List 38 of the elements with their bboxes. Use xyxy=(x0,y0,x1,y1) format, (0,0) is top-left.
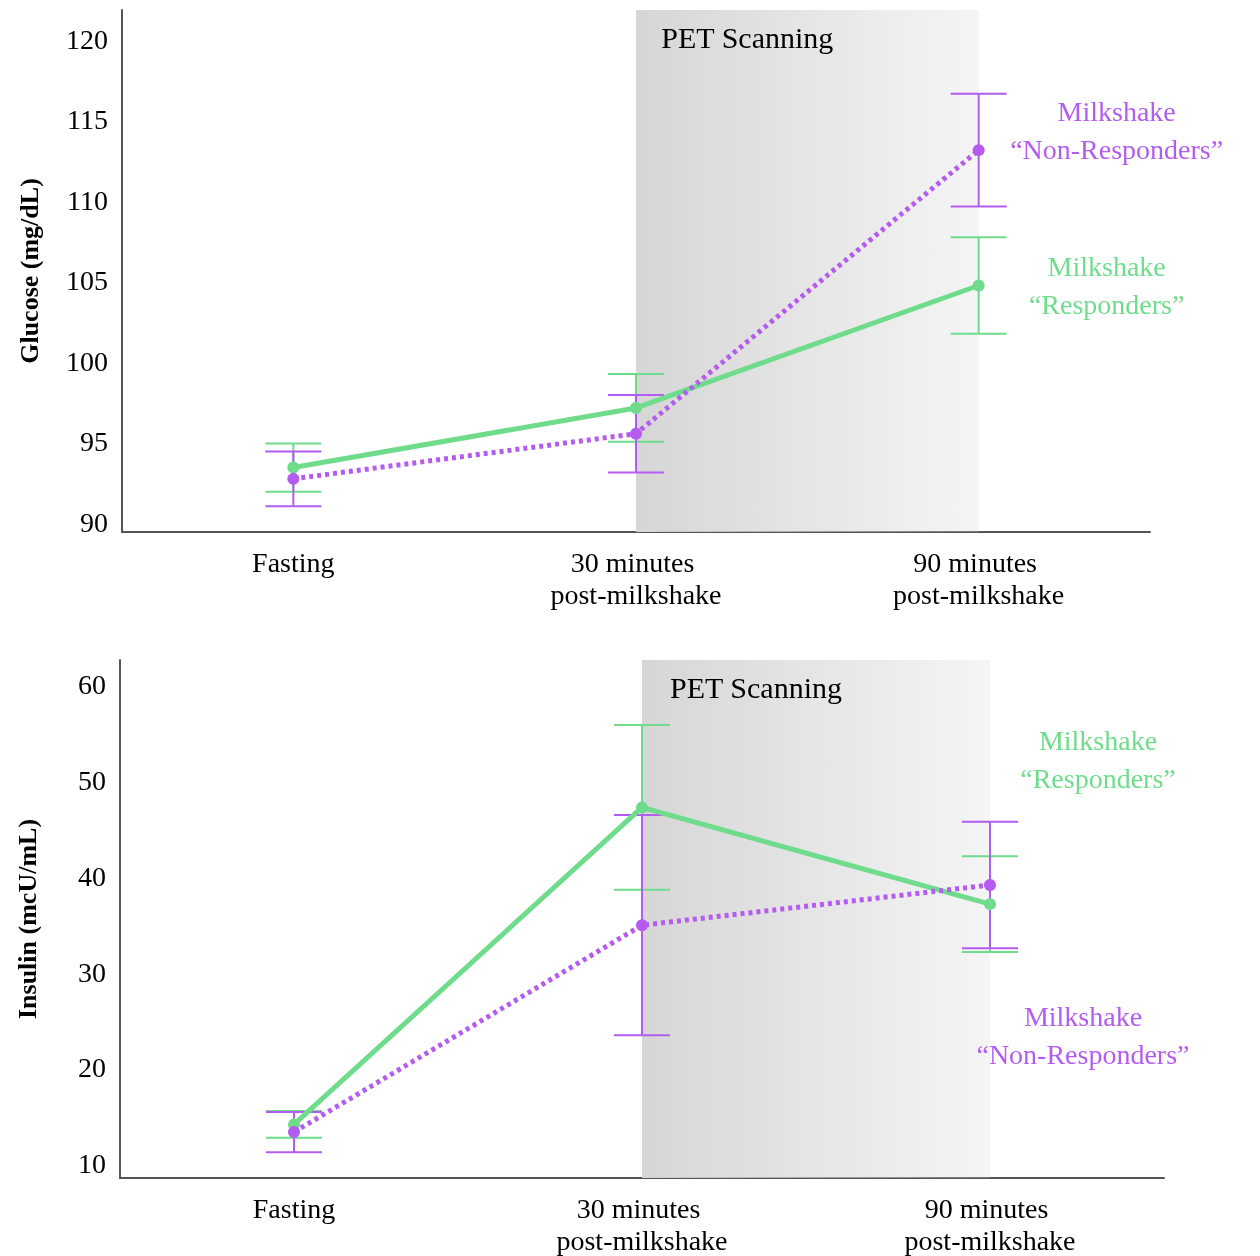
point xyxy=(636,919,648,932)
x-tick-label: Fasting xyxy=(252,1192,336,1224)
point xyxy=(972,279,985,292)
text: Milkshake “Responders” xyxy=(1020,724,1176,794)
point xyxy=(636,801,648,814)
point xyxy=(287,472,300,485)
x-tick-label: Fasting xyxy=(252,546,335,578)
x-tick-label: 90 minutes post-milkshake xyxy=(904,1192,1076,1256)
y-tick-label: 110 xyxy=(67,184,108,216)
y-tick-label: 50 xyxy=(78,765,106,797)
x-tick-label: 90 minutes post-milkshake xyxy=(893,546,1065,610)
point xyxy=(984,879,996,892)
point xyxy=(630,401,642,414)
y-tick-label: 105 xyxy=(66,265,108,297)
point xyxy=(630,427,642,440)
y-tick-label: 40 xyxy=(78,860,106,892)
y-tick-label: 90 xyxy=(80,506,108,538)
y-tick-label: 95 xyxy=(80,426,108,458)
point xyxy=(984,898,996,911)
y-tick-label: 60 xyxy=(78,669,106,701)
y-tick-label: 100 xyxy=(66,345,108,377)
y-tick-label: 20 xyxy=(78,1052,106,1084)
y-tick-label: 10 xyxy=(78,1148,106,1180)
point xyxy=(287,461,300,474)
point xyxy=(288,1126,300,1139)
x-tick-label: 30 minutes post-milkshake xyxy=(556,1192,728,1256)
y-tick-label: 30 xyxy=(78,956,106,988)
band-label: PET Scanning xyxy=(661,20,834,54)
y-tick-label: 115 xyxy=(67,104,108,136)
point xyxy=(972,144,985,157)
y-axis-title: Insulin (mcU/mL) xyxy=(12,818,42,1020)
band-label: PET Scanning xyxy=(670,670,842,704)
series-label: Milkshake “Responders” xyxy=(1028,251,1185,320)
series-label: Milkshake “Non-Responders” xyxy=(1010,95,1224,165)
y-tick-label: 120 xyxy=(66,23,108,55)
x-tick-label: 30 minutes post-milkshake xyxy=(550,546,722,610)
text: Milkshake “Non-Responders” xyxy=(976,1000,1190,1070)
y-axis-title: Glucose (mg/dL) xyxy=(14,178,44,364)
